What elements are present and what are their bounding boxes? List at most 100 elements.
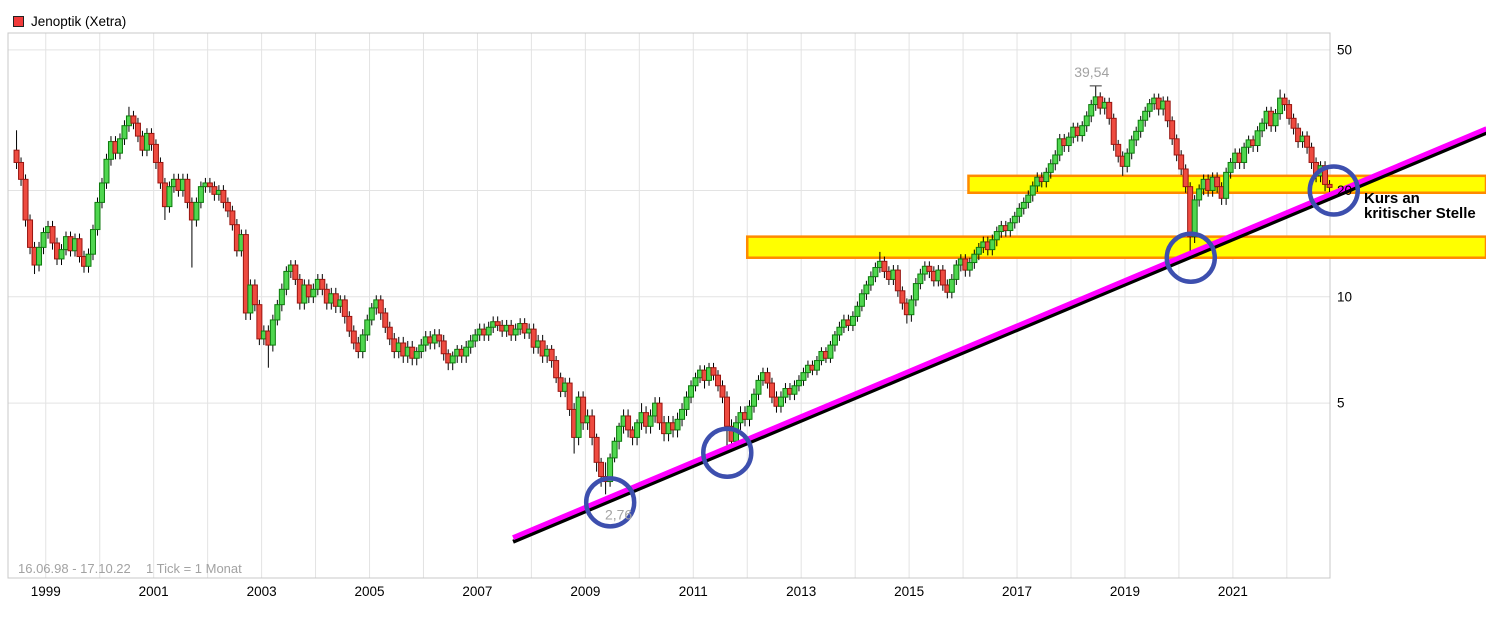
candle-body — [292, 264, 299, 280]
year-axis-label: 2019 — [1110, 584, 1140, 599]
legend-label: Jenoptik (Xetra) — [31, 14, 127, 29]
candle-body — [283, 270, 290, 290]
candle-body — [908, 299, 915, 316]
candle-body — [1295, 127, 1302, 143]
date-range-text: 16.06.98 - 17.10.22 — [18, 561, 131, 576]
candle-body — [912, 283, 919, 301]
year-axis-label: 2009 — [570, 584, 600, 599]
candle-body — [413, 351, 420, 359]
candle-body — [98, 182, 105, 203]
candle-body — [881, 260, 888, 272]
candle-body — [440, 340, 447, 355]
candle-body — [719, 385, 726, 398]
candle-body — [867, 276, 874, 286]
candle-body — [710, 367, 717, 376]
candle-body — [346, 315, 353, 332]
candle-body — [1128, 139, 1135, 154]
candle-body — [1191, 199, 1198, 238]
candle-body — [989, 239, 996, 251]
candle-body — [382, 312, 389, 328]
candle-body — [724, 396, 731, 427]
candle-body — [939, 269, 946, 286]
candle-body — [791, 385, 798, 395]
year-axis-label: 2011 — [679, 584, 708, 599]
candle-body — [76, 238, 83, 258]
candle-body — [1025, 194, 1032, 203]
candle-body — [274, 304, 281, 321]
candle-body — [589, 415, 596, 438]
candle-body — [467, 340, 474, 348]
candle-body — [512, 328, 519, 336]
candle-body — [85, 253, 92, 267]
candle-body — [251, 284, 258, 306]
candle-body — [580, 396, 587, 424]
candle-body — [872, 267, 879, 278]
candle-body — [472, 334, 479, 342]
candle-body — [1290, 117, 1297, 129]
candle-body — [768, 382, 775, 398]
candle-body — [1083, 115, 1090, 127]
year-axis-label: 2013 — [786, 584, 816, 599]
candle-body — [1124, 152, 1131, 167]
candle-body — [755, 379, 762, 395]
candle-body — [530, 328, 537, 348]
candle-body — [948, 278, 955, 293]
candle-body — [1304, 135, 1311, 148]
candle-body — [607, 457, 614, 483]
candle-body — [418, 344, 425, 353]
candle-body — [849, 315, 856, 326]
candle-body — [103, 158, 110, 184]
candle-body — [746, 405, 753, 420]
candle-body — [777, 396, 784, 407]
candle-body — [319, 278, 326, 290]
candle-body — [616, 425, 623, 442]
candle-body — [611, 440, 618, 459]
candle-body — [1079, 125, 1086, 137]
candle-body — [1133, 130, 1140, 141]
candle-body — [121, 125, 128, 140]
candle-body — [917, 273, 924, 285]
candle-body — [134, 122, 141, 137]
candle-body — [894, 269, 901, 292]
year-axis-label: 2003 — [247, 584, 277, 599]
candle-body — [683, 396, 690, 410]
trendline-touch-circle — [583, 476, 637, 529]
candle-body — [1286, 104, 1293, 119]
price-axis-label: 5 — [1337, 396, 1345, 411]
candle-body — [220, 189, 227, 203]
candle-body — [854, 305, 861, 317]
candle-body — [1029, 185, 1036, 196]
candle-body — [18, 161, 25, 180]
candle-body — [40, 232, 47, 248]
candle-body — [795, 379, 802, 387]
candle-body — [1016, 207, 1023, 217]
candle-body — [193, 201, 200, 221]
candle-body — [94, 201, 101, 231]
year-axis-label: 2017 — [1002, 584, 1032, 599]
trendline-touch-circle — [701, 426, 754, 479]
candle-body — [548, 348, 555, 362]
candle-body — [679, 408, 686, 420]
year-axis-label: 2005 — [355, 584, 385, 599]
candle-body — [206, 182, 213, 188]
year-axis-label: 2001 — [139, 584, 169, 599]
candle-body — [966, 262, 973, 271]
candle-body — [863, 284, 870, 295]
candle-body — [1146, 103, 1153, 112]
candle-body — [975, 246, 982, 255]
candle-body — [634, 422, 641, 438]
candle-body — [350, 330, 357, 344]
candle-body — [598, 461, 605, 478]
candle-body — [1052, 154, 1059, 165]
tick-interval-text: 1 Tick = 1 Monat — [146, 561, 242, 576]
candle-body — [166, 186, 173, 208]
candle-body — [1065, 136, 1072, 147]
trendline-shadow — [512, 130, 1486, 544]
candle-body — [566, 382, 573, 410]
price-axis-label: 10 — [1337, 289, 1352, 304]
candle-body — [1110, 117, 1117, 145]
candle-body — [1088, 104, 1095, 117]
annotation-note-line1: Kurs an — [1364, 190, 1420, 207]
